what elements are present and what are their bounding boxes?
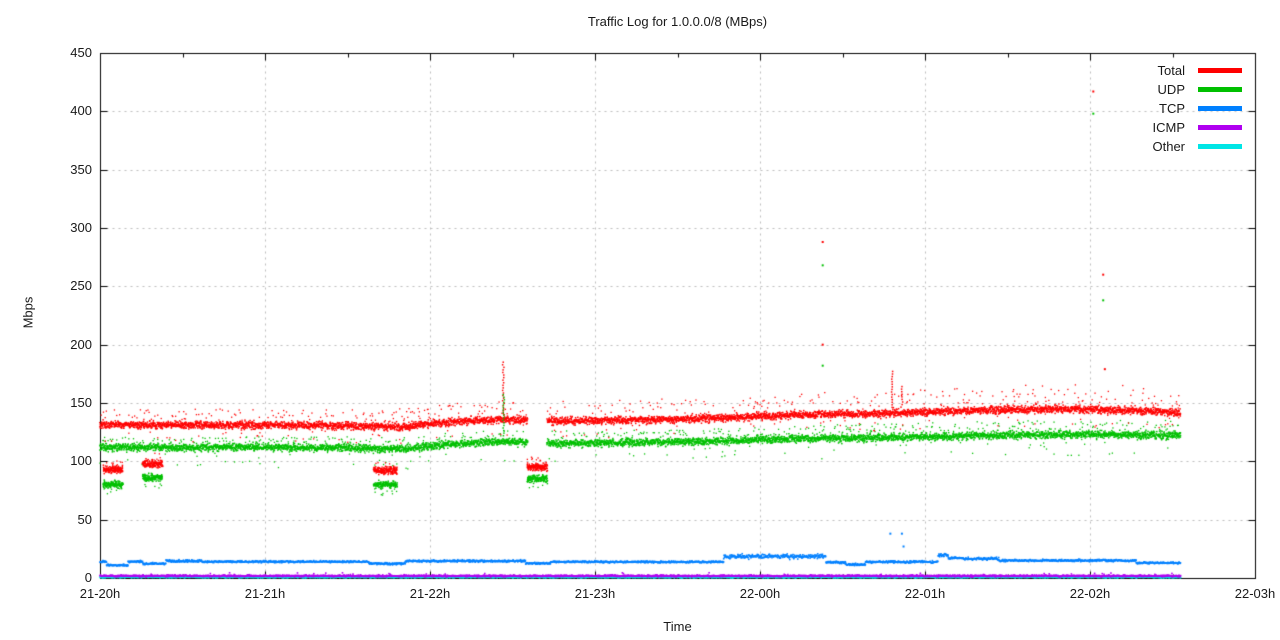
y-tick-label: 0 [84,570,92,585]
legend-item-udp: UDP [1152,80,1242,99]
y-tick-label: 250 [70,278,92,294]
x-tick-label: 22-00h [739,586,781,601]
legend-label: ICMP [1152,120,1186,135]
x-tick-label: 21-22h [409,586,451,601]
legend-swatch [1198,87,1242,92]
y-tick-label: 300 [70,220,92,235]
legend-item-total: Total [1152,61,1242,80]
x-tick-label: 22-01h [904,586,946,601]
y-tick-label: 100 [70,453,92,469]
legend-swatch [1198,144,1242,149]
x-axis-label: Time [663,619,692,634]
y-tick-label: 200 [70,336,92,352]
y-tick-label: 150 [70,395,92,410]
legend-swatch [1198,68,1242,73]
legend: Total UDP TCP ICMP Other [1152,61,1242,156]
x-tick-label: 21-20h [79,586,121,601]
legend-swatch [1198,106,1242,111]
x-tick-label: 22-03h [1234,586,1276,601]
x-tick-label: 22-02h [1069,586,1111,601]
y-tick-label: 400 [70,103,92,119]
legend-label: UDP [1157,82,1185,97]
chart-title: Traffic Log for 1.0.0.0/8 (MBps) [587,14,768,29]
legend-item-tcp: TCP [1152,99,1242,118]
x-tick-label: 21-23h [574,586,616,601]
legend-label: TCP [1159,101,1185,116]
x-tick-label: 21-21h [244,586,286,601]
legend-item-other: Other [1152,137,1242,156]
legend-label: Other [1152,139,1185,154]
y-tick-label: 350 [70,161,92,177]
y-tick-label: 450 [70,45,92,60]
legend-swatch [1198,125,1242,130]
legend-item-icmp: ICMP [1152,118,1242,137]
legend-label: Total [1157,63,1185,78]
y-tick-label: 50 [77,511,92,527]
